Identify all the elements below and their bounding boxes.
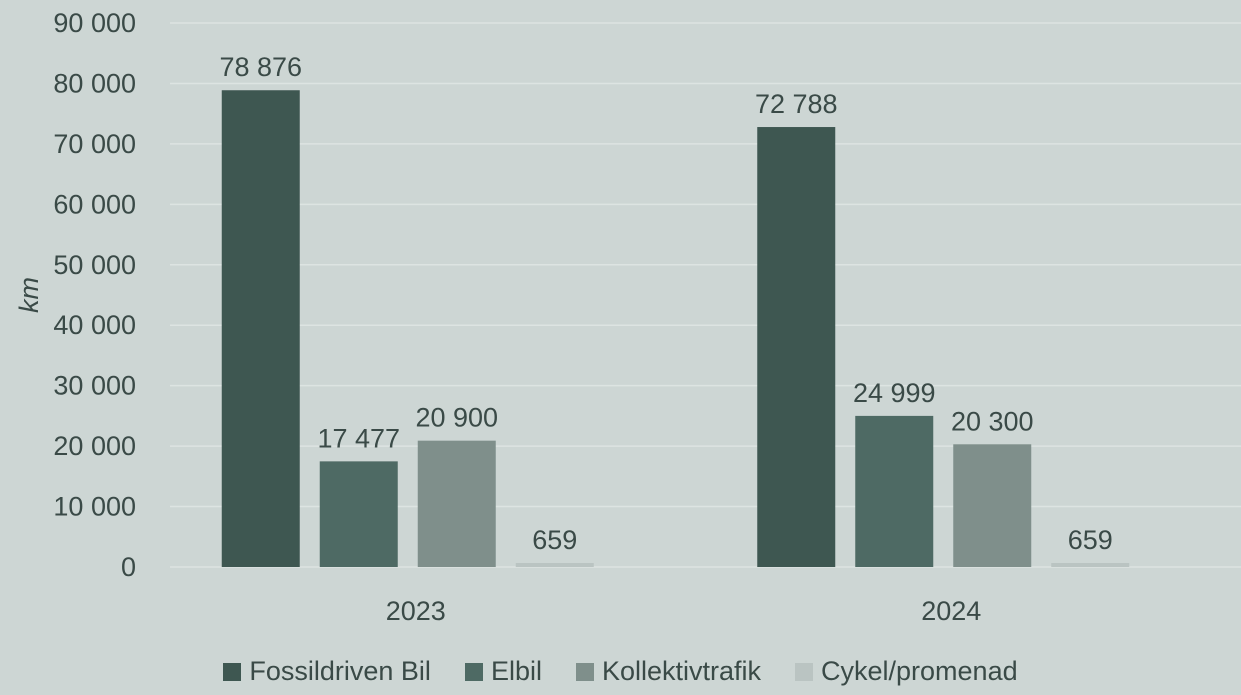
y-tick-label: 0 <box>121 552 136 582</box>
y-tick-label: 70 000 <box>53 129 136 159</box>
bar-fossildriven-bil-2024 <box>757 127 836 567</box>
y-tick-label: 20 000 <box>53 431 136 461</box>
data-label: 659 <box>1068 525 1113 555</box>
legend-item: Cykel/promenad <box>795 656 1018 687</box>
y-axis-label: km <box>14 277 44 313</box>
x-tick-label: 2024 <box>921 596 981 626</box>
y-tick-label: 40 000 <box>53 310 136 340</box>
legend-label: Elbil <box>490 656 542 686</box>
legend-label: Kollektivtrafik <box>601 656 762 686</box>
legend-item: Elbil <box>464 656 542 687</box>
y-axis-ticks: 0 10 000 20 000 30 000 40 000 50 000 60 000 70 … <box>53 8 136 582</box>
bar-elbil-2023 <box>319 461 398 567</box>
data-label: 20 900 <box>415 403 498 433</box>
legend-item: Kollektivtrafik <box>575 656 762 687</box>
data-labels: 78 876 17 477 20 900 659 72 788 24 999 20 300 6… <box>219 52 1112 555</box>
bar-cykel-promenad-2023 <box>515 563 594 567</box>
data-label: 24 999 <box>853 378 936 408</box>
legend-label: Cykel/promenad <box>821 656 1018 686</box>
y-tick-label: 10 000 <box>53 492 136 522</box>
x-tick-label: 2023 <box>386 596 446 626</box>
x-axis-ticks: 2023 2024 <box>386 596 982 626</box>
legend-swatch <box>223 662 242 681</box>
legend-label: Fossildriven Bil <box>249 656 431 686</box>
bar-kollektivtrafik-2024 <box>953 444 1032 567</box>
bar-kollektivtrafik-2023 <box>417 440 496 567</box>
data-label: 78 876 <box>219 52 302 82</box>
y-tick-label: 60 000 <box>53 189 136 219</box>
legend: Fossildriven Bil Elbil Kollektivtrafik Cyke… <box>0 656 1241 687</box>
y-tick-label: 80 000 <box>53 68 136 98</box>
data-label: 72 788 <box>755 89 838 119</box>
y-tick-label: 90 000 <box>53 8 136 38</box>
bars <box>221 90 1130 567</box>
legend-swatch <box>464 662 483 681</box>
bar-elbil-2024 <box>855 415 934 567</box>
legend-swatch <box>575 662 594 681</box>
legend-swatch <box>795 662 814 681</box>
data-label: 659 <box>532 525 577 555</box>
bar-cykel-promenad-2024 <box>1051 563 1130 567</box>
bar-fossildriven-bil-2023 <box>221 90 300 567</box>
data-label: 17 477 <box>317 423 400 453</box>
data-label: 20 300 <box>951 406 1034 436</box>
y-tick-label: 30 000 <box>53 371 136 401</box>
y-tick-label: 50 000 <box>53 250 136 280</box>
legend-item: Fossildriven Bil <box>223 656 431 687</box>
